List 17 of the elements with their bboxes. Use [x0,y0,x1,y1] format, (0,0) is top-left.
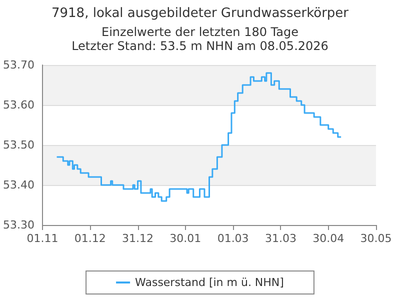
x-tick-label: 01.03 [217,232,249,245]
chart-subtitle: Einzelwerte der letzten 180 Tage [102,25,298,39]
chart-title: 7918, lokal ausgebildeter Grundwasserkörper [51,6,350,21]
y-tick-label: 53.50 [2,138,34,152]
y-tick-label: 53.30 [2,218,34,232]
text: Letzter Stand: 53.5 m NHN am 08.05.2026 [72,39,328,53]
x-tick-label: 31.12 [122,232,154,245]
x-tick-label: 30.05 [360,232,392,245]
x-tick-label: 01.11 [26,232,58,245]
y-tick-label: 53.70 [2,58,34,72]
x-tick-label: 01.12 [74,232,106,245]
x-tick-label: 30.01 [170,232,202,245]
x-tick-label: 31.03 [264,232,296,245]
y-tick-label: 53.40 [2,178,34,192]
x-tick-label: 30.04 [312,232,344,245]
legend-label: Wasserstand [in m ü. NHN] [135,276,284,289]
y-tick-label: 53.60 [2,98,34,112]
